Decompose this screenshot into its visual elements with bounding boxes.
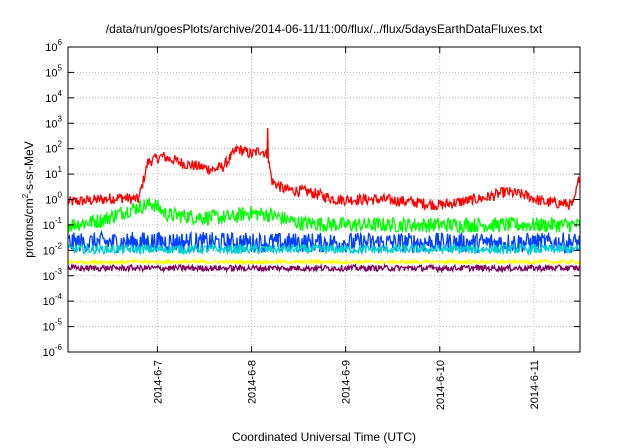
y-tick-base: 10 bbox=[43, 347, 55, 359]
y-tick-exp: 3 bbox=[58, 114, 63, 123]
y-tick-base: 10 bbox=[45, 93, 57, 105]
y-tick-label: 10-6 bbox=[43, 343, 63, 359]
y-tick-base: 10 bbox=[45, 169, 57, 181]
y-tick-exp: -4 bbox=[55, 292, 63, 301]
y-tick-label: 10-5 bbox=[43, 318, 63, 334]
y-tick-exp: 0 bbox=[58, 191, 63, 200]
y-tick-label: 10-2 bbox=[43, 241, 63, 257]
y-tick-label: 105 bbox=[45, 63, 62, 79]
y-tick-label: 10-3 bbox=[43, 267, 63, 283]
x-axis-ticks: 2014-6-7 2014-6-8 2014-6-9 2014-6-10 2014-6-… bbox=[152, 47, 541, 410]
y-tick-base: 10 bbox=[45, 144, 57, 156]
x-axis-label: Coordinated Universal Time (UTC) bbox=[232, 430, 416, 444]
y-tick-base: 10 bbox=[43, 296, 55, 308]
y-tick-label: 100 bbox=[45, 191, 62, 207]
y-tick-exp: 4 bbox=[58, 89, 63, 98]
y-tick-label: 10-1 bbox=[43, 216, 63, 232]
x-tick-label: 2014-6-11 bbox=[529, 360, 541, 409]
y-axis-label: protons/cm2-s-sr-MeV bbox=[21, 141, 36, 257]
x-tick-label: 2014-6-8 bbox=[247, 360, 259, 404]
y-tick-base: 10 bbox=[45, 42, 57, 54]
y-tick-base: 10 bbox=[45, 195, 57, 207]
y-tick-exp: -1 bbox=[55, 216, 63, 225]
y-tick-exp: 5 bbox=[58, 63, 63, 72]
y-tick-exp: 6 bbox=[58, 38, 63, 47]
y-tick-label: 104 bbox=[45, 89, 62, 105]
y-axis-ticks: 10610510410310210110010-110-210-310-410-… bbox=[43, 38, 580, 359]
y-tick-base: 10 bbox=[43, 271, 55, 283]
y-tick-label: 106 bbox=[45, 38, 62, 54]
y-axis-label-sup: 2 bbox=[21, 193, 30, 198]
series-line-3 bbox=[67, 229, 581, 255]
y-tick-label: 103 bbox=[45, 114, 62, 130]
series-line-1 bbox=[67, 127, 581, 212]
y-tick-exp: -2 bbox=[55, 241, 63, 250]
y-tick-exp: -6 bbox=[55, 343, 63, 352]
y-axis-label-post: -s-sr-MeV bbox=[22, 141, 36, 194]
y-tick-exp: 2 bbox=[58, 140, 63, 149]
series-line-5 bbox=[67, 257, 581, 267]
x-tick-label: 2014-6-10 bbox=[435, 360, 447, 410]
y-tick-label: 101 bbox=[45, 165, 62, 181]
series-group bbox=[67, 127, 581, 274]
y-tick-label: 102 bbox=[45, 140, 62, 156]
x-tick-label: 2014-6-7 bbox=[152, 360, 164, 404]
y-tick-exp: -3 bbox=[55, 267, 63, 276]
series-line-6 bbox=[67, 262, 581, 274]
series-line-4 bbox=[67, 242, 581, 257]
chart-title: /data/run/goesPlots/archive/2014-06-11/1… bbox=[106, 22, 543, 36]
y-tick-base: 10 bbox=[43, 245, 55, 257]
y-tick-base: 10 bbox=[43, 322, 55, 334]
y-tick-exp: -5 bbox=[55, 318, 63, 327]
y-axis-label-pre: protons/cm bbox=[22, 198, 36, 257]
y-tick-exp: 1 bbox=[58, 165, 63, 174]
x-tick-label: 2014-6-9 bbox=[341, 360, 353, 404]
y-tick-label: 10-4 bbox=[43, 292, 63, 308]
y-tick-base: 10 bbox=[45, 67, 57, 79]
series-line-2 bbox=[67, 197, 581, 233]
y-tick-base: 10 bbox=[43, 220, 55, 232]
y-tick-base: 10 bbox=[45, 118, 57, 130]
